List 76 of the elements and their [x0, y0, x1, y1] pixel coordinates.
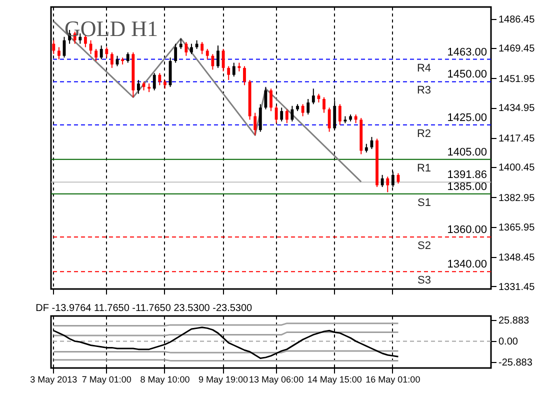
candlestick	[211, 54, 214, 70]
y-tick-label: 25.883	[498, 316, 530, 327]
candlestick	[206, 48, 209, 60]
x-tick-label: 9 May 19:00	[198, 374, 248, 384]
x-tick-label: 14 May 15:00	[307, 374, 362, 384]
annotation: R1	[416, 162, 431, 174]
candlestick	[57, 46, 60, 60]
y-tick-label: 1400.45	[498, 162, 536, 174]
y-tick-label: 1365.95	[498, 222, 536, 234]
candlestick	[243, 66, 246, 86]
candlestick	[179, 38, 182, 50]
y-tick-label: -25.883	[498, 358, 533, 369]
candlestick	[380, 174, 384, 188]
candlestick	[200, 42, 204, 55]
y-tick-label: 1417.45	[498, 133, 536, 144]
candlestick	[306, 98, 310, 116]
annotation: S1	[418, 196, 431, 209]
x-tick-label: 8 May 10:00	[140, 374, 190, 384]
y-tick-label: 1348.45	[498, 252, 536, 264]
x-tick-label: 13 May 06:00	[249, 374, 304, 384]
y-tick-label: 1434.95	[498, 103, 536, 114]
annotation: R4	[416, 62, 431, 74]
candlestick	[280, 107, 284, 122]
ref-line-label: 1391.86	[447, 169, 487, 182]
candlestick	[137, 80, 140, 94]
annotation: S2	[418, 240, 431, 252]
candlestick	[100, 44, 103, 60]
candlestick	[274, 105, 278, 124]
ref-line-label: 1463.00	[447, 46, 487, 58]
candlestick	[301, 104, 304, 117]
candlestick	[152, 72, 156, 91]
ref-line-label: 1385.00	[447, 180, 487, 193]
candlestick	[105, 46, 108, 58]
candlestick	[312, 88, 315, 105]
y-tick-label: 1451.95	[498, 74, 536, 85]
candlestick	[328, 107, 331, 132]
ref-line-label: 1425.00	[447, 112, 487, 124]
candlestick	[270, 88, 272, 112]
ref-line-label: 1405.00	[447, 146, 487, 158]
candlestick	[258, 104, 262, 132]
candlestick	[216, 44, 220, 68]
candlestick	[290, 105, 294, 122]
chart-title: GOLD H1	[64, 16, 158, 41]
ref-line-label: 1340.00	[447, 258, 487, 271]
y-tick-label: 0.00	[498, 336, 518, 348]
candlestick	[338, 104, 342, 126]
annotation: S3	[418, 274, 431, 287]
annotation: R2	[416, 128, 431, 140]
chart-title: DF -13.9764 11.7650 -11.7650 23.5300 -23.5300	[36, 303, 253, 314]
candlestick	[227, 66, 230, 80]
candlestick	[322, 96, 326, 114]
candlestick	[126, 52, 130, 64]
ref-line-label: 1450.00	[447, 68, 487, 81]
y-tick-label: 1382.95	[498, 192, 536, 204]
x-tick-label: 7 May 01:00	[82, 374, 132, 384]
candlestick	[254, 112, 257, 136]
candlestick	[94, 48, 98, 62]
candlestick	[190, 43, 193, 55]
candlestick	[158, 72, 162, 86]
candlestick	[264, 86, 268, 110]
line-series	[52, 20, 362, 183]
candlestick	[174, 43, 178, 64]
candlestick	[386, 176, 390, 193]
x-tick-label: 3 May 2013	[30, 374, 78, 384]
candlestick	[184, 42, 188, 56]
candlestick	[110, 52, 114, 68]
candlestick	[84, 34, 87, 48]
candlestick	[52, 40, 56, 55]
annotation: R3	[416, 84, 431, 97]
x-tick-label: 16 May 01:00	[366, 374, 420, 384]
candlestick	[285, 108, 288, 124]
ref-line-label: 1360.00	[447, 224, 487, 236]
y-tick-label: 1331.45	[498, 282, 536, 293]
y-tick-label: 1469.45	[498, 44, 536, 55]
candlestick	[232, 62, 236, 78]
y-tick-label: 1486.45	[498, 14, 536, 26]
